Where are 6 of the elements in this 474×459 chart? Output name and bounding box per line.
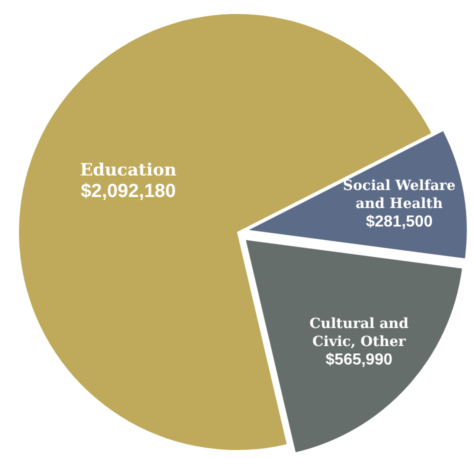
data-label: $2,092,180 xyxy=(80,181,176,202)
slice-label: Education xyxy=(80,160,177,180)
slice-label: Social Welfare and Health xyxy=(342,178,456,212)
slice-label: Cultural and Civic, Other xyxy=(310,316,409,350)
data-label: $565,990 xyxy=(326,352,392,369)
data-label: $281,500 xyxy=(366,213,433,230)
